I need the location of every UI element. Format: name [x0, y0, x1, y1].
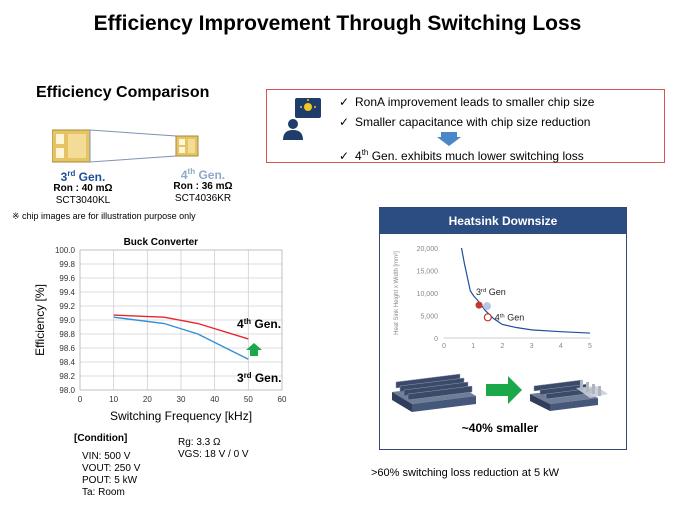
key-points-box: ✓ RonA improvement leads to smaller chip …: [266, 89, 665, 163]
gen4-ron: Ron : 36 mΩ: [173, 181, 233, 192]
green-up-arrow-icon: [242, 343, 266, 356]
y-tick-label: 98.2: [59, 372, 75, 381]
gen3-efficiency-line: [113, 316, 249, 360]
gen3-chip-label: 3rd Gen. Ron : 40 mΩ SCT3040KL: [40, 168, 126, 207]
page-title: Efficiency Improvement Through Switching…: [93, 12, 582, 35]
heatsink-comparison-illustration: ~40% smaller: [392, 373, 608, 435]
gen3-name: 3rd Gen.: [60, 169, 106, 184]
chart-title: Buck Converter: [124, 237, 199, 248]
gen4-marker: [483, 313, 492, 322]
gen3-ron: Ron : 40 mΩ: [53, 183, 113, 194]
gen4-name: 4th Gen.: [180, 167, 226, 182]
x-tick-label: 0: [78, 395, 83, 404]
down-arrow-icon: [437, 132, 461, 146]
condition-vout: VOUT: 250 V: [82, 463, 141, 474]
heatsink-panel-title: Heatsink Downsize: [380, 208, 626, 234]
x-tick-label: 50: [244, 395, 253, 404]
condition-vgs: VGS: 18 V / 0 V: [178, 449, 249, 460]
heat-x-tick-label: 3: [530, 343, 534, 350]
small-heatsink-image: [530, 379, 608, 411]
bullet-rona: ✓ RonA improvement leads to smaller chip …: [339, 95, 595, 109]
efficiency-comparison-heading: Efficiency Comparison: [36, 84, 210, 101]
test-conditions: [Condition] VIN: 500 V VOUT: 250 V POUT:…: [74, 433, 249, 499]
chip-illustration: [52, 129, 199, 163]
gen3-series-label: 3rd Gen.: [237, 371, 282, 386]
y-tick-label: 99.2: [59, 302, 75, 311]
gen4-part-number: SCT4036KR: [174, 193, 232, 204]
heat-resistance-curve: [460, 247, 591, 334]
conditions-label: [Condition]: [74, 433, 128, 444]
condition-pout: POUT: 5 kW: [82, 475, 138, 486]
gen4-chip-label: 4th Gen. Ron : 36 mΩ SCT4036KR: [160, 166, 246, 205]
gen4-marker-label: 4th Gen: [495, 312, 524, 322]
heat-y-tick-label: 15,000: [417, 269, 439, 276]
x-tick-label: 60: [278, 395, 287, 404]
y-tick-label: 98.4: [59, 358, 75, 367]
chip-size-comparison-shape: [89, 129, 177, 163]
gen3-marker-label: 3rd Gen: [476, 287, 506, 297]
x-tick-label: 20: [143, 395, 152, 404]
heat-y-axis-label: Heat Sink Height x Width [mm²]: [394, 251, 400, 335]
heat-y-tick-label: 0: [434, 336, 438, 343]
efficiency-chart: Buck Converter 0 10 20 30 40 50 60 98.0 98.2 98.4 9…: [33, 237, 287, 423]
condition-ta: Ta: Room: [82, 487, 125, 498]
y-tick-label: 99.8: [59, 260, 75, 269]
gen4-series-label: 4th Gen.: [237, 317, 281, 332]
x-tick-label: 30: [177, 395, 186, 404]
large-heatsink-image: [392, 373, 476, 412]
y-tick-label: 99.4: [59, 288, 75, 297]
heat-x-tick-label: 2: [500, 343, 504, 350]
x-tick-label: 40: [210, 395, 219, 404]
y-tick-label: 98.0: [59, 386, 75, 395]
bullet-capacitance: ✓ Smaller capacitance with chip size redu…: [339, 115, 591, 129]
y-tick-label: 98.8: [59, 330, 75, 339]
heat-x-tick-label: 0: [442, 343, 446, 350]
idea-person-icon: [283, 98, 321, 140]
condition-rg: Rg: 3.3 Ω: [178, 437, 221, 448]
gen3-marker: [475, 301, 483, 309]
y-axis-label: Efficiency [%]: [33, 284, 47, 356]
plot-area: [79, 249, 283, 391]
y-tick-label: 100.0: [55, 246, 76, 255]
x-axis-label: Switching Frequency [kHz]: [110, 409, 252, 423]
y-tick-label: 99.6: [59, 274, 75, 283]
gen-transition-marker: [483, 302, 492, 311]
switching-loss-note: >60% switching loss reduction at 5 kW: [371, 467, 560, 479]
heat-y-tick-label: 20,000: [417, 246, 439, 253]
gen4-efficiency-line: [113, 314, 249, 340]
heat-x-tick-label: 5: [588, 343, 592, 350]
heatsink-downsize-panel: Heatsink Downsize 0 1 2 3 4 5 0 5,000 10,000 15,0…: [379, 207, 627, 450]
heat-y-tick-label: 10,000: [417, 291, 439, 298]
bullet-switching-loss: ✓ 4th Gen. exhibits much lower switching …: [339, 148, 584, 163]
heat-x-tick-label: 4: [559, 343, 563, 350]
smaller-label: ~40% smaller: [462, 421, 539, 435]
chip-illustration-note: ※ chip images are for illustration purpo…: [12, 211, 196, 221]
x-tick-label: 10: [109, 395, 118, 404]
heat-y-tick-label: 5,000: [420, 314, 438, 321]
y-tick-label: 99.0: [59, 316, 75, 325]
heat-x-tick-label: 1: [471, 343, 475, 350]
condition-vin: VIN: 500 V: [82, 451, 131, 462]
right-arrow-icon: [486, 376, 522, 404]
y-tick-label: 98.6: [59, 344, 75, 353]
gen3-part-number: SCT3040KL: [55, 195, 111, 206]
